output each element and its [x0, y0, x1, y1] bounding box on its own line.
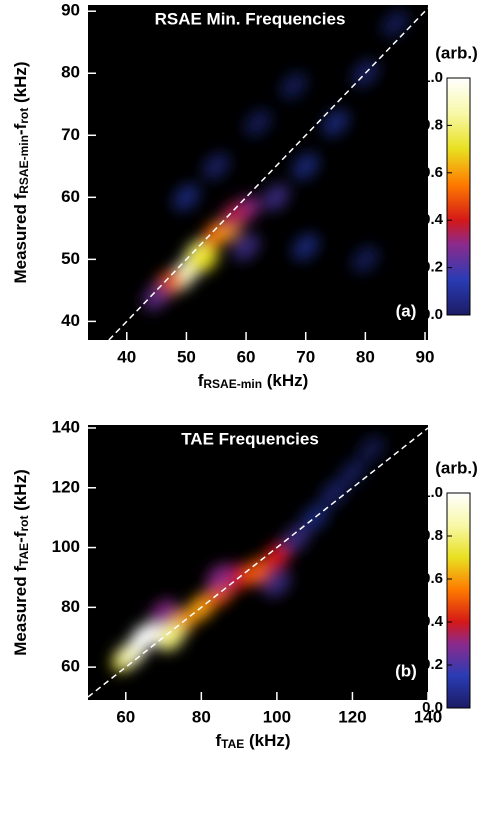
x-tick-label: 90	[416, 347, 435, 366]
heat-cell	[142, 282, 171, 311]
colorbar-label: (arb.)	[435, 458, 478, 477]
heatmap	[108, 7, 428, 340]
colorbar	[446, 77, 471, 316]
y-axis-label-sub: rot	[17, 108, 31, 124]
x-axis-label-sub: RSAE-min	[203, 377, 262, 391]
x-axis-label-part: (kHz)	[262, 371, 308, 390]
heat-cell	[262, 183, 290, 212]
heat-cell	[381, 9, 409, 38]
diagonal	[88, 427, 428, 698]
y-axis-label-part: Measured f	[11, 566, 30, 656]
heat-cell	[190, 245, 219, 274]
heat-cell	[319, 480, 348, 508]
y-tick-label: 90	[61, 1, 80, 20]
colorbar-tick-label: 1.0	[422, 484, 443, 501]
x-axis-label: fRSAE-min (kHz)	[198, 371, 309, 391]
heat-cell	[244, 109, 272, 137]
colorbar-tick-label: 0.6	[422, 570, 443, 587]
colorbar-tick-label: 0.8	[422, 116, 443, 133]
x-axis-label: fTAE (kHz)	[215, 731, 290, 751]
heatmap-cells	[142, 9, 409, 311]
heat-cell	[338, 459, 367, 487]
x-axis-label-part: f	[215, 731, 221, 750]
heat-cell	[321, 109, 350, 137]
y-axis-label-sub: rot	[17, 516, 31, 532]
heat-cell	[263, 569, 291, 598]
heat-cell	[351, 245, 380, 274]
y-tick-label: 120	[52, 477, 80, 496]
heat-cell	[220, 202, 248, 230]
y-tick-label: 80	[61, 63, 80, 82]
x-tick-label: 120	[338, 707, 366, 726]
colorbar-tick-label: 0.4	[422, 211, 444, 228]
y-axis-label-part: (kHz)	[11, 469, 30, 515]
heat-cell	[172, 183, 201, 212]
colorbar-tick-label: 0.2	[422, 656, 443, 673]
x-axis-label-part: f	[198, 371, 204, 390]
heat-cell	[300, 503, 329, 532]
panel-title: TAE Frequencies	[181, 429, 319, 448]
y-axis-label: Measured fRSAE-min-frot (kHz)	[11, 61, 31, 283]
plot-background	[88, 5, 428, 340]
y-tick-label: 40	[61, 311, 80, 330]
colorbar-tick-label: 0.0	[422, 699, 443, 716]
x-tick-label: 100	[263, 707, 291, 726]
heat-cell	[291, 233, 320, 261]
y-tick-label: 100	[52, 537, 80, 556]
y-tick-label: 60	[61, 657, 80, 676]
y-axis-label-sub: RSAE-min	[17, 135, 31, 194]
y-axis-label-sub: TAE	[17, 543, 31, 566]
x-tick-label: 80	[356, 347, 375, 366]
y-tick-label: 60	[61, 187, 80, 206]
x-tick-label: 60	[116, 707, 135, 726]
heat-cell	[357, 435, 386, 463]
diagonal	[108, 7, 428, 340]
y-axis-label-part: -f	[11, 123, 30, 135]
x-tick-label: 140	[414, 707, 442, 726]
x-tick-label: 40	[117, 347, 136, 366]
x-axis-label-part: (kHz)	[244, 731, 290, 750]
y-tick-label: 50	[61, 249, 80, 268]
x-tick-label: 60	[237, 347, 256, 366]
panel-title: RSAE Min. Frequencies	[155, 9, 346, 28]
heat-cell	[291, 152, 320, 181]
heat-cell	[280, 71, 308, 100]
heat-cell	[206, 563, 234, 592]
colorbar-tick-label: 0.0	[422, 306, 443, 323]
panel-label: (b)	[395, 661, 417, 680]
heat-cell	[149, 599, 178, 628]
colorbar-tick-label: 0.6	[422, 164, 443, 181]
colorbar-label: (arb.)	[435, 43, 478, 62]
x-tick-label: 50	[177, 347, 196, 366]
colorbar-tick-label: 0.2	[422, 259, 443, 276]
x-tick-label: 80	[192, 707, 211, 726]
y-tick-label: 80	[61, 597, 80, 616]
y-tick-label: 140	[52, 417, 80, 436]
colorbar	[446, 492, 471, 709]
y-axis-label-part: (kHz)	[11, 61, 30, 107]
y-axis-label-part: -f	[11, 531, 30, 543]
heatmap	[88, 427, 428, 698]
x-tick-label: 70	[296, 347, 315, 366]
panel-label: (a)	[396, 301, 417, 320]
colorbar-tick-label: 0.4	[422, 613, 444, 630]
heatmap-cells	[112, 435, 386, 672]
heat-cell	[263, 542, 291, 571]
heat-cell	[282, 524, 310, 553]
heat-cell	[157, 623, 185, 651]
colorbar-tick-label: 1.0	[422, 69, 443, 86]
y-tick-label: 70	[61, 125, 80, 144]
heat-cell	[202, 152, 230, 181]
y-axis-label: Measured fTAE-frot (kHz)	[11, 469, 31, 655]
colorbar-tick-label: 0.8	[422, 527, 443, 544]
y-axis-label-part: Measured f	[11, 193, 30, 283]
heat-cell	[232, 233, 260, 261]
x-axis-label-sub: TAE	[221, 737, 244, 751]
